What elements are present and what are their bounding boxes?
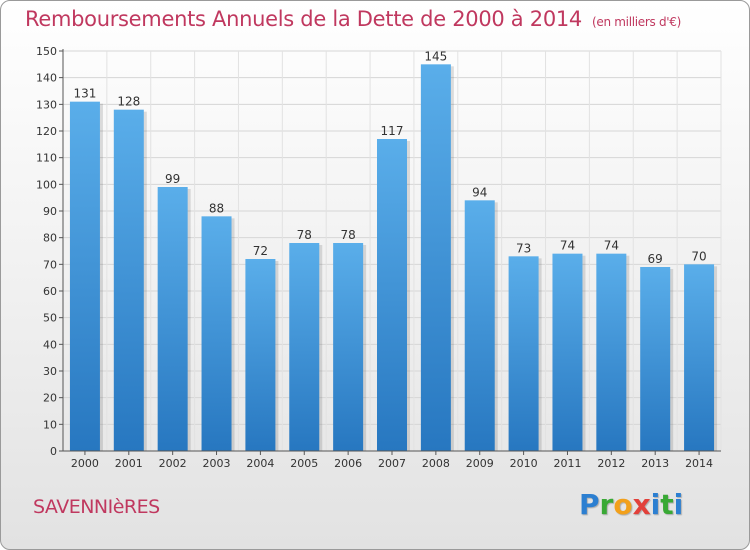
y-tick-label: 40 xyxy=(43,338,57,351)
bar-2003[interactable] xyxy=(201,216,232,451)
axes-group xyxy=(59,49,721,455)
x-tick-label: 2006 xyxy=(334,457,362,470)
logo-letter: i xyxy=(650,488,661,521)
x-tick-label: 2007 xyxy=(378,457,406,470)
value-label: 117 xyxy=(381,124,404,138)
y-tick-label: 150 xyxy=(36,45,57,58)
x-tick-label: 2001 xyxy=(115,457,143,470)
y-tick-label: 0 xyxy=(50,445,57,458)
chart-title: Remboursements Annuels de la Dette de 20… xyxy=(25,7,681,31)
value-label: 73 xyxy=(516,241,531,255)
logo-letter: x xyxy=(632,488,651,521)
chart-unit: (en milliers d'€) xyxy=(592,15,682,29)
x-tick-label: 2010 xyxy=(510,457,538,470)
y-tick-label: 80 xyxy=(43,232,57,245)
y-tick-label: 110 xyxy=(36,152,57,165)
x-tick-label: 2013 xyxy=(641,457,669,470)
y-tick-label: 70 xyxy=(43,258,57,271)
bar-2007[interactable] xyxy=(377,139,407,451)
bar-2008[interactable] xyxy=(420,64,451,452)
y-tick-label: 90 xyxy=(43,205,57,218)
y-tick-label: 30 xyxy=(43,365,57,378)
proxiti-logo[interactable]: Proxiti xyxy=(579,488,683,521)
value-label: 74 xyxy=(560,239,575,253)
value-label: 70 xyxy=(691,249,706,263)
logo-letter: i xyxy=(673,488,684,521)
bar-2005[interactable] xyxy=(289,243,320,451)
commune-name: SAVENNIèRES xyxy=(33,496,160,518)
y-tick-label: 120 xyxy=(36,125,57,138)
bar-2001[interactable] xyxy=(113,109,144,452)
bar-2010[interactable] xyxy=(508,256,539,451)
y-tick-label: 100 xyxy=(36,178,57,191)
x-tick-label: 2003 xyxy=(203,457,231,470)
bar-2002[interactable] xyxy=(157,187,188,451)
y-tick-label: 140 xyxy=(36,72,57,85)
bar-2013[interactable] xyxy=(640,267,671,451)
bar-2012[interactable] xyxy=(596,253,627,451)
x-tick-label: 2002 xyxy=(159,457,187,470)
value-label: 131 xyxy=(73,87,96,101)
bar-2006[interactable] xyxy=(333,243,364,451)
x-tick-label: 2008 xyxy=(422,457,450,470)
y-tick-label: 50 xyxy=(43,312,57,325)
labels-group: 0 10 20 30 40 50 60 70 80 90 100 110 120 130 140 150 131… xyxy=(36,45,713,470)
bar-2000[interactable] xyxy=(69,101,100,452)
x-tick-label: 2011 xyxy=(553,457,581,470)
bar-2011[interactable] xyxy=(552,253,583,451)
value-label: 78 xyxy=(340,228,355,242)
logo-letter: r xyxy=(599,488,614,521)
x-tick-label: 2000 xyxy=(71,457,99,470)
y-tick-label: 10 xyxy=(43,418,57,431)
x-tick-label: 2014 xyxy=(685,457,713,470)
chart-title-text: Remboursements Annuels de la Dette de 20… xyxy=(25,7,582,31)
logo-letter: t xyxy=(660,488,674,521)
x-tick-label: 2009 xyxy=(466,457,494,470)
y-tick-label: 130 xyxy=(36,98,57,111)
value-label: 74 xyxy=(604,239,619,253)
x-tick-label: 2005 xyxy=(290,457,318,470)
x-tick-label: 2004 xyxy=(246,457,274,470)
value-label: 72 xyxy=(253,244,268,258)
x-tick-label: 2012 xyxy=(597,457,625,470)
y-tick-label: 20 xyxy=(43,392,57,405)
value-label: 99 xyxy=(165,172,180,186)
bars-group xyxy=(69,64,718,452)
value-label: 145 xyxy=(424,49,447,63)
value-label: 78 xyxy=(297,228,312,242)
bar-2014[interactable] xyxy=(684,264,715,451)
value-label: 128 xyxy=(117,95,140,109)
bar-2009[interactable] xyxy=(464,200,495,451)
bar-2004[interactable] xyxy=(245,259,276,451)
logo-letter: o xyxy=(613,488,633,521)
logo-letter: P xyxy=(579,488,600,521)
y-tick-label: 60 xyxy=(43,285,57,298)
value-label: 69 xyxy=(648,252,663,266)
value-label: 94 xyxy=(472,185,487,199)
value-label: 88 xyxy=(209,201,224,215)
